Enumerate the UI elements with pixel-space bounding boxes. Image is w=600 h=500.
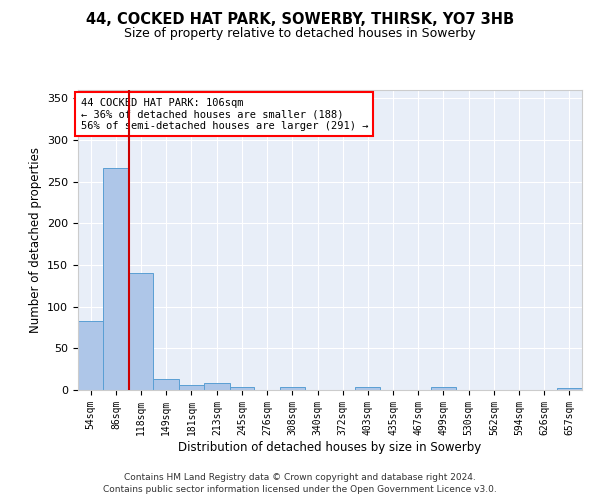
Bar (103, 168, 129, 390)
Bar (355, 386, 380, 390)
Bar (204, 382, 230, 390)
X-axis label: Distribution of detached houses by size in Sowerby: Distribution of detached houses by size … (178, 440, 482, 454)
Bar (431, 386, 456, 390)
Bar (129, 272, 154, 390)
Bar (557, 388, 582, 390)
Bar (230, 386, 254, 390)
Y-axis label: Number of detached properties: Number of detached properties (29, 147, 41, 333)
Text: Size of property relative to detached houses in Sowerby: Size of property relative to detached ho… (124, 28, 476, 40)
Bar (78, 321, 103, 390)
Bar (280, 386, 305, 390)
Text: Contains HM Land Registry data © Crown copyright and database right 2024.: Contains HM Land Registry data © Crown c… (124, 472, 476, 482)
Text: Contains public sector information licensed under the Open Government Licence v3: Contains public sector information licen… (103, 485, 497, 494)
Bar (154, 379, 179, 390)
Text: 44, COCKED HAT PARK, SOWERBY, THIRSK, YO7 3HB: 44, COCKED HAT PARK, SOWERBY, THIRSK, YO… (86, 12, 514, 28)
Text: 44 COCKED HAT PARK: 106sqm
← 36% of detached houses are smaller (188)
56% of sem: 44 COCKED HAT PARK: 106sqm ← 36% of deta… (80, 98, 368, 130)
Bar (179, 385, 204, 390)
